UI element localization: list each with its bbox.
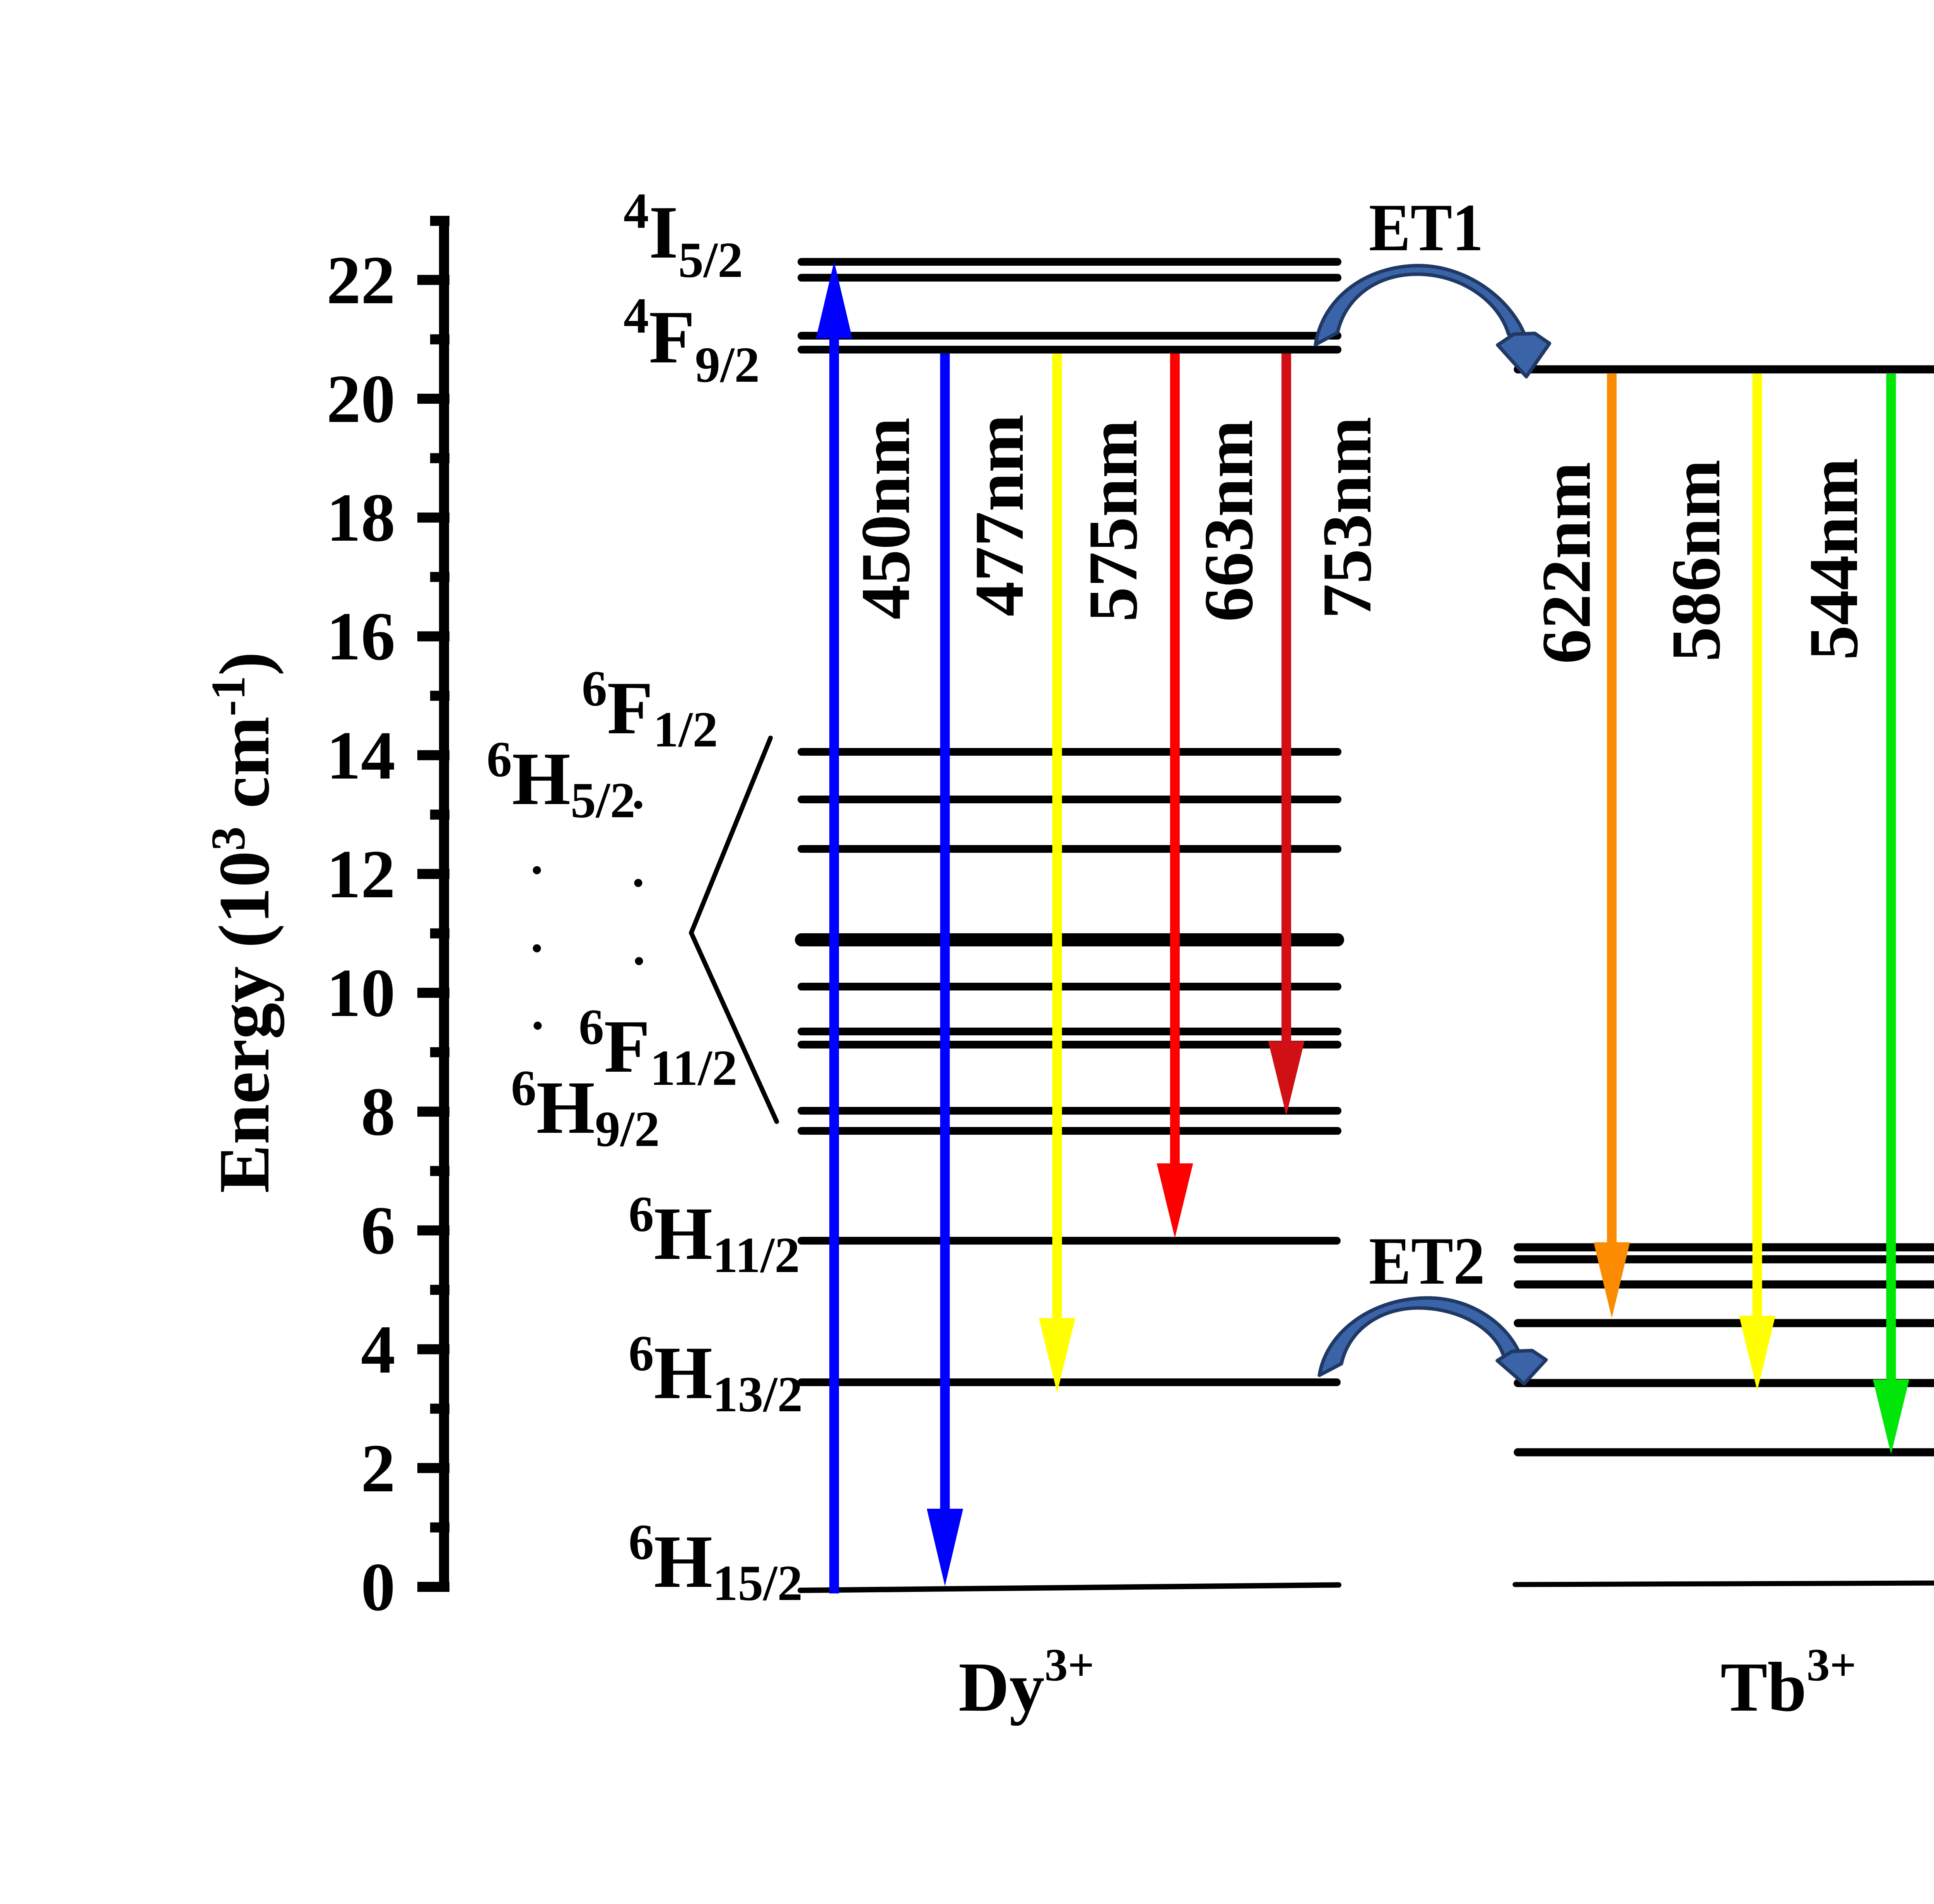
- svg-text:ET1: ET1: [1369, 190, 1483, 265]
- svg-text:6H13/2: 6H13/2: [629, 1325, 803, 1422]
- svg-text:6H11/2: 6H11/2: [629, 1186, 800, 1283]
- svg-text:6F1/2: 6F1/2: [582, 661, 718, 758]
- svg-text:20: 20: [326, 360, 395, 437]
- svg-text:477nm: 477nm: [961, 414, 1038, 616]
- svg-text:4F9/2: 4F9/2: [624, 288, 760, 393]
- svg-text:4: 4: [361, 1311, 395, 1388]
- svg-text:6H15/2: 6H15/2: [629, 1514, 803, 1611]
- svg-text:544nm: 544nm: [1795, 458, 1872, 660]
- svg-text:12: 12: [326, 836, 395, 912]
- svg-text:18: 18: [326, 479, 395, 556]
- svg-text:663nm: 663nm: [1190, 420, 1268, 622]
- svg-text:4I5/2: 4I5/2: [624, 183, 743, 288]
- svg-text:22: 22: [326, 242, 395, 318]
- svg-text:8: 8: [361, 1073, 395, 1150]
- svg-text:6F11/2: 6F11/2: [579, 999, 737, 1096]
- svg-text:6: 6: [361, 1192, 395, 1269]
- svg-text:16: 16: [326, 598, 395, 675]
- svg-text:Energy (103 cm-1): Energy (103 cm-1): [202, 652, 284, 1193]
- svg-text:14: 14: [326, 717, 395, 794]
- svg-text:6H5/2: 6H5/2: [487, 731, 636, 828]
- svg-text:10: 10: [326, 955, 395, 1031]
- svg-text:575nm: 575nm: [1075, 420, 1152, 622]
- svg-text:2: 2: [361, 1430, 395, 1506]
- svg-text:753nm: 753nm: [1309, 417, 1386, 619]
- svg-text:ET2: ET2: [1369, 1223, 1485, 1298]
- svg-text:0: 0: [361, 1549, 395, 1625]
- svg-text:450nm: 450nm: [847, 417, 924, 620]
- svg-text:6H9/2: 6H9/2: [511, 1060, 660, 1157]
- svg-text:586nm: 586nm: [1657, 459, 1735, 662]
- svg-text:622nm: 622nm: [1528, 462, 1605, 664]
